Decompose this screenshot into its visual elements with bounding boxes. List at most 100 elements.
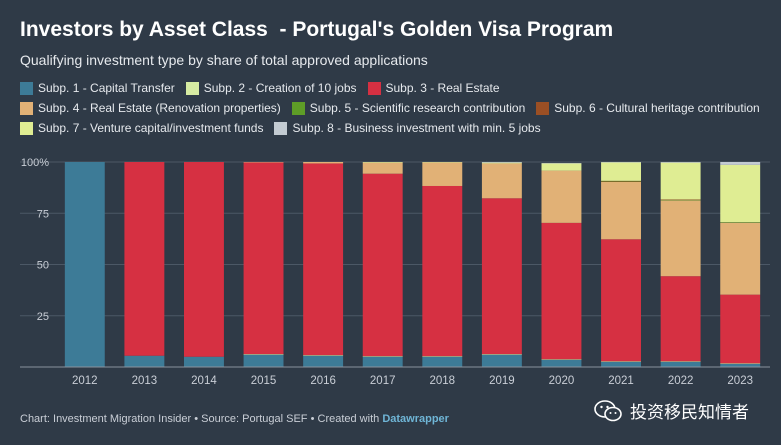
x-tick-label: 2018 bbox=[429, 375, 455, 387]
legend-swatch bbox=[20, 101, 33, 115]
bar-segment-2019-subp-2 bbox=[481, 354, 522, 355]
bar-segment-2017-subp-2 bbox=[362, 356, 403, 357]
bar-segment-2016-subp-2 bbox=[303, 355, 344, 356]
legend-label: Subp. 3 - Real Estate bbox=[385, 81, 500, 95]
chart-title: Investors by Asset Class - Portugal's Go… bbox=[20, 18, 614, 41]
legend-label: Subp. 1 - Capital Transfer bbox=[38, 81, 175, 95]
datawrapper-link[interactable]: Datawrapper bbox=[382, 413, 449, 425]
bar-segment-2015-subp-1 bbox=[243, 354, 284, 367]
legend-swatch bbox=[20, 121, 33, 135]
legend-label: Subp. 6 - Cultural heritage contribution bbox=[554, 101, 760, 115]
x-tick-label: 2013 bbox=[132, 375, 158, 387]
bar-segment-2012-subp-1 bbox=[64, 162, 105, 367]
x-tick-label: 2020 bbox=[549, 375, 575, 387]
x-tick-label: 2015 bbox=[251, 375, 277, 387]
bar-segment-2023-subp-4 bbox=[720, 222, 761, 295]
x-tick-label: 2012 bbox=[72, 375, 98, 387]
x-tick-label: 2017 bbox=[370, 375, 396, 387]
source-note: Chart: Investment Migration Insider • So… bbox=[20, 413, 383, 425]
bar-segment-2022-subp-3 bbox=[660, 276, 701, 362]
y-tick-label: 75 bbox=[37, 208, 49, 220]
legend-label: Subp. 4 - Real Estate (Renovation proper… bbox=[38, 101, 281, 115]
bar-segment-2021-subp-1 bbox=[601, 361, 642, 367]
bar-segment-2022-subp-1 bbox=[660, 361, 701, 367]
bar-segment-2013-subp-3 bbox=[124, 162, 165, 356]
stacked-bar-chart: 25 50 75 100% 2012 2013 2014 2015 2016 2017 2018 20… bbox=[20, 157, 770, 387]
legend-item-subp-6: Subp. 6 - Cultural heritage contribution bbox=[536, 100, 760, 116]
chart-legend: Subp. 1 - Capital Transfer Subp. 2 - Crea… bbox=[20, 80, 770, 136]
x-tick-label: 2021 bbox=[608, 375, 634, 387]
bar-segment-2018-subp-4 bbox=[422, 162, 463, 186]
bar-segment-2019-subp-7 bbox=[481, 162, 522, 164]
bar-segment-2014-subp-3 bbox=[183, 162, 224, 357]
x-tick-label: 2016 bbox=[310, 375, 336, 387]
bar-segment-2022-subp-7 bbox=[660, 162, 701, 200]
wechat-icon bbox=[594, 399, 622, 421]
bar-segment-2022-subp-2 bbox=[660, 361, 701, 362]
bar-segment-2020-subp-1 bbox=[541, 359, 582, 367]
y-tick-label: 100% bbox=[21, 157, 49, 169]
chart-footer: Chart: Investment Migration Insider • So… bbox=[20, 413, 449, 425]
bar-segment-2023-subp-2 bbox=[720, 363, 761, 364]
legend-item-subp-5: Subp. 5 - Scientific research contributi… bbox=[291, 100, 526, 116]
legend-item-subp-1: Subp. 1 - Capital Transfer bbox=[20, 80, 175, 96]
bar-segment-2020-subp-7 bbox=[541, 163, 582, 171]
bar-segment-2019-subp-8 bbox=[481, 162, 522, 163]
legend-item-subp-3: Subp. 3 - Real Estate bbox=[367, 80, 500, 96]
legend-label: Subp. 2 - Creation of 10 jobs bbox=[203, 81, 357, 95]
bar-segment-2013-subp-1 bbox=[124, 355, 165, 367]
bar-segment-2022-subp-4 bbox=[660, 200, 701, 277]
legend-swatch bbox=[291, 101, 305, 115]
bar-segment-2017-subp-3 bbox=[362, 173, 403, 357]
bar-segment-2017-subp-4 bbox=[362, 162, 403, 174]
y-tick-label: 50 bbox=[37, 260, 49, 272]
bar-segment-2023-subp-1 bbox=[720, 363, 761, 367]
bar-segment-2023-subp-7 bbox=[720, 164, 761, 223]
legend-item-subp-8: Subp. 8 - Business investment with min. … bbox=[274, 120, 541, 136]
legend-label: Subp. 5 - Scientific research contributi… bbox=[309, 101, 526, 115]
bar-segment-2019-subp-3 bbox=[481, 198, 522, 355]
x-tick-label: 2023 bbox=[727, 375, 753, 387]
legend-item-subp-2: Subp. 2 - Creation of 10 jobs bbox=[185, 80, 357, 96]
x-tick-label: 2022 bbox=[668, 375, 694, 387]
bar-segment-2017-subp-7 bbox=[362, 162, 403, 163]
bar-segment-2021-subp-2 bbox=[601, 361, 642, 362]
bar-segment-2019-subp-4 bbox=[481, 163, 522, 199]
y-tick-label: 25 bbox=[37, 311, 49, 323]
bar-segment-2023-subp-3 bbox=[720, 294, 761, 364]
bar-segment-2016-subp-1 bbox=[303, 355, 344, 367]
bar-segment-2018-subp-2 bbox=[422, 356, 463, 357]
bar-segment-2021-subp-6 bbox=[601, 180, 642, 182]
bar-segment-2017-subp-1 bbox=[362, 356, 403, 367]
bar-segment-2018-subp-3 bbox=[422, 185, 463, 357]
legend-item-subp-7: Subp. 7 - Venture capital/investment fun… bbox=[20, 120, 263, 136]
bar-segment-2016-subp-3 bbox=[303, 163, 344, 356]
legend-swatch bbox=[367, 81, 381, 95]
chart-subtitle: Qualifying investment type by share of t… bbox=[20, 52, 428, 68]
legend-item-subp-4: Subp. 4 - Real Estate (Renovation proper… bbox=[20, 100, 281, 116]
bar-segment-2022-subp-8 bbox=[660, 162, 701, 163]
bar-segment-2014-subp-1 bbox=[183, 356, 224, 367]
legend-swatch bbox=[536, 101, 550, 115]
bar-segment-2021-subp-4 bbox=[601, 181, 642, 240]
watermark-text: 投资移民知情者 bbox=[630, 403, 749, 423]
x-tick-label: 2019 bbox=[489, 375, 515, 387]
x-tick-label: 2014 bbox=[191, 375, 217, 387]
bar-segment-2021-subp-7 bbox=[601, 162, 642, 181]
bar-segment-2020-subp-4 bbox=[541, 170, 582, 223]
bar-segment-2023-subp-8 bbox=[720, 162, 761, 165]
legend-swatch bbox=[274, 121, 288, 135]
bar-segment-2015-subp-3 bbox=[243, 162, 284, 355]
bar-segment-2020-subp-2 bbox=[541, 359, 582, 360]
bar-segment-2021-subp-3 bbox=[601, 239, 642, 362]
watermark: 投资移民知情者 bbox=[594, 398, 749, 423]
legend-swatch bbox=[20, 81, 33, 95]
bar-segment-2020-subp-3 bbox=[541, 222, 582, 360]
legend-swatch bbox=[185, 81, 199, 95]
bar-segment-2015-subp-2 bbox=[243, 354, 284, 355]
bar-segment-2016-subp-4 bbox=[303, 162, 344, 164]
legend-label: Subp. 8 - Business investment with min. … bbox=[292, 121, 541, 135]
bar-segment-2019-subp-1 bbox=[481, 354, 522, 367]
bar-segment-2018-subp-1 bbox=[422, 356, 463, 367]
legend-label: Subp. 7 - Venture capital/investment fun… bbox=[38, 121, 264, 135]
